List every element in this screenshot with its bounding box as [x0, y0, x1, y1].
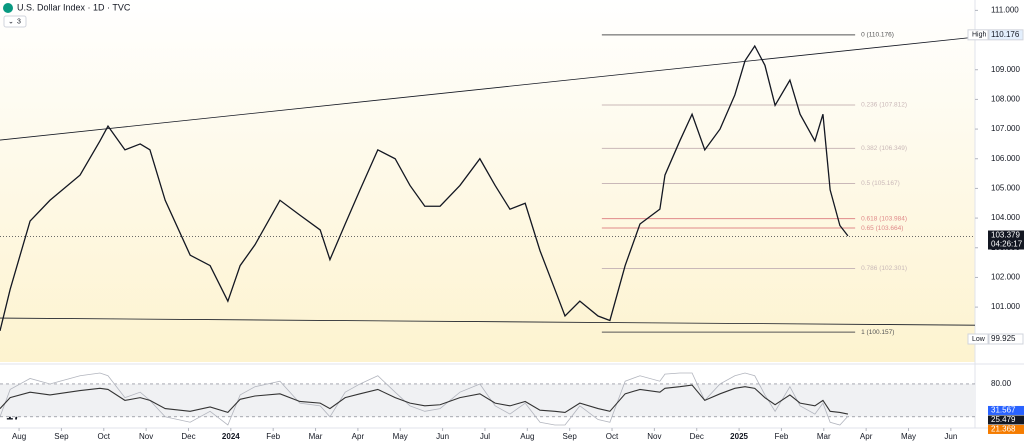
osc-level-label: 80.00 [991, 379, 1012, 388]
x-tick-label: Oct [98, 432, 111, 441]
main-pane [0, 0, 975, 362]
x-tick-label: Dec [181, 432, 195, 441]
x-tick-label: Mar [817, 432, 831, 441]
x-tick-label: Apr [352, 432, 365, 441]
fib-label: 0.236 (107.812) [861, 102, 907, 109]
y-tick-label: 107.000 [991, 124, 1020, 133]
fib-label: 1 (100.157) [861, 329, 894, 336]
indicator-toggle[interactable] [3, 15, 27, 28]
x-tick-label: 2025 [730, 432, 748, 441]
x-tick-label: May [393, 432, 408, 441]
y-tick-label: 104.000 [991, 213, 1020, 222]
x-tick-label: Feb [775, 432, 789, 441]
x-tick-label: Dec [690, 432, 704, 441]
fib-label: 0.382 (106.349) [861, 145, 907, 152]
price-line [0, 44, 849, 331]
osc-band [0, 383, 975, 417]
y-tick-label: 111.000 [991, 5, 1019, 14]
y-tick-label: 108.000 [991, 95, 1020, 104]
price-tag-name-box [967, 29, 989, 41]
symbol-icon [3, 3, 13, 13]
trendline [0, 317, 976, 326]
osc-tag-label: 21.368 [991, 425, 1016, 434]
x-tick-label: May [901, 432, 916, 441]
osc-tag-label: 31.567 [991, 406, 1016, 415]
price-tag-box [988, 333, 1024, 345]
fib-label: 0.5 (105.167) [861, 180, 900, 187]
osc-tag-box [988, 405, 1024, 415]
y-tick-label: 105.000 [991, 184, 1020, 193]
y-tick-label: 102.000 [991, 273, 1020, 282]
fib-label: 0.786 (102.301) [861, 265, 907, 272]
y-tick-label: 101.000 [991, 302, 1020, 311]
symbol-title: U.S. Dollar Index · 1D · TVC [17, 2, 131, 12]
fib-label: 0.65 (103.664) [861, 225, 903, 232]
price-tag-name: Low [972, 336, 986, 343]
price-tag-name-box [967, 333, 989, 345]
fib-label: 0 (110.176) [861, 32, 894, 39]
osc-line [0, 372, 849, 426]
y-tick-label: 106.000 [991, 154, 1020, 163]
fib-label: 0.618 (103.984) [861, 215, 907, 222]
x-tick-label: Apr [860, 432, 873, 441]
x-tick-label: Jun [944, 432, 957, 441]
osc-tag-box [988, 415, 1024, 425]
osc-tag-box [988, 424, 1024, 434]
osc-line [0, 384, 849, 415]
y-tick-label: 109.000 [991, 65, 1020, 74]
x-tick-label: Mar [309, 432, 323, 441]
price-tag-box [988, 29, 1024, 41]
x-tick-label: Sep [54, 432, 69, 441]
price-tag-value: 110.176 [991, 30, 1020, 39]
x-tick-label: Nov [139, 432, 153, 441]
trendline [0, 36, 976, 141]
x-tick-label: Oct [606, 432, 619, 441]
x-tick-label: Jul [480, 432, 490, 441]
indicator-count: 3 [17, 18, 21, 25]
x-tick-label: Sep [563, 432, 578, 441]
x-tick-label: 2024 [222, 432, 240, 441]
chevron: ⌄ [8, 18, 14, 25]
osc-tag-label: 25.479 [991, 415, 1016, 424]
countdown: 04:26:17 [991, 240, 1023, 249]
x-tick-label: Feb [266, 432, 280, 441]
price-tag-value: 99.925 [991, 334, 1016, 343]
last-price-box [988, 230, 1024, 250]
last-price-label: 103.379 [991, 231, 1020, 240]
x-tick-label: Jun [436, 432, 449, 441]
x-tick-label: Nov [647, 432, 661, 441]
x-tick-label: Aug [12, 432, 26, 441]
x-tick-label: Aug [520, 432, 534, 441]
price-tag-name: High [972, 32, 987, 39]
